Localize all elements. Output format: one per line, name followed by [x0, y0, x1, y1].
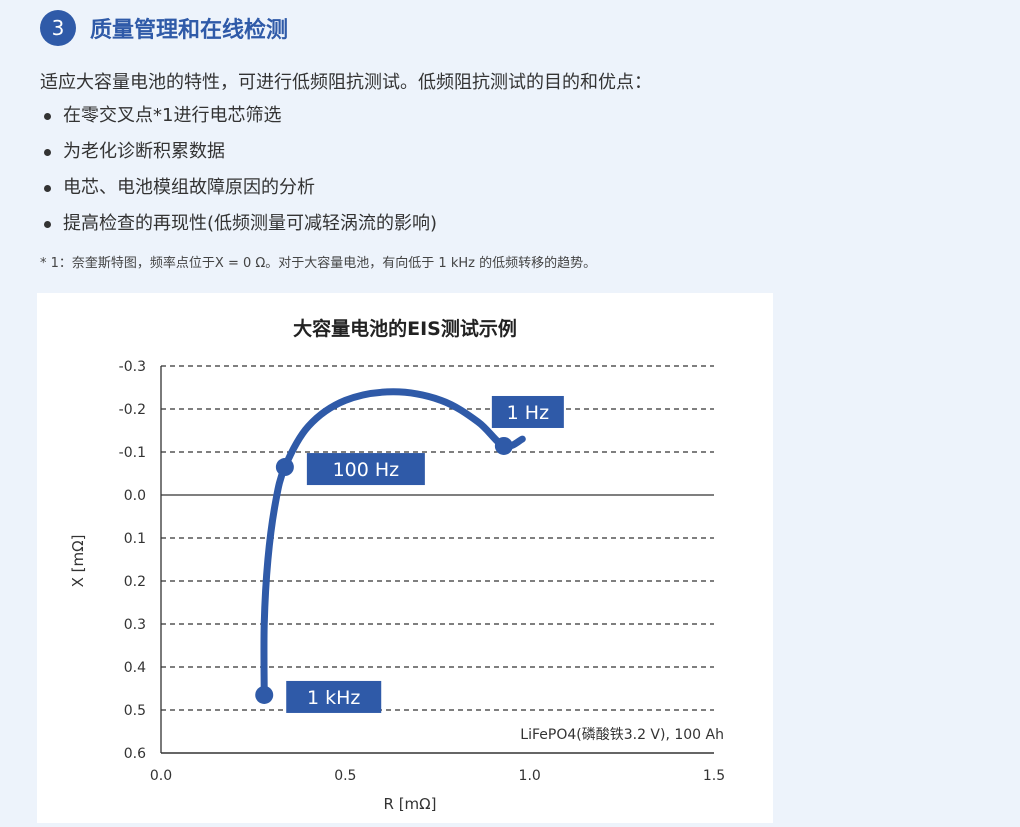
- list-item: 为老化诊断积累数据: [40, 134, 437, 170]
- list-item: 电芯、电池模组故障原因的分析: [40, 170, 437, 206]
- x-tick-label: 1.0: [519, 768, 541, 784]
- x-tick-label: 1.5: [703, 768, 725, 784]
- data-point-marker: [255, 685, 274, 704]
- bullet-icon: [44, 184, 51, 192]
- chart-note: LiFePO4(磷酸铁3.2 V), 100 Ah: [520, 727, 724, 743]
- list-item: 在零交叉点*1进行电芯筛选: [40, 98, 437, 134]
- annotation-label-box: [491, 395, 564, 428]
- section-title: 质量管理和在线检测: [90, 18, 289, 43]
- bullet-icon: [44, 220, 51, 228]
- y-tick-label: 0.3: [124, 617, 146, 633]
- impedance-curve: [260, 388, 526, 699]
- annotation-label: 1 kHz: [307, 687, 360, 709]
- x-tick-label: 0.0: [150, 768, 172, 784]
- y-tick-label: 0.1: [124, 531, 146, 547]
- x-tick-label: 0.5: [334, 768, 356, 784]
- annotation-label: 100 Hz: [333, 459, 400, 481]
- y-tick-label: 0.6: [124, 746, 146, 762]
- bullet-icon: [44, 112, 51, 120]
- nyquist-chart: 大容量电池的EIS测试示例 R [mΩ] X [mΩ] LiFePO4(磷酸铁3…: [69, 317, 725, 813]
- y-tick-label: 0.5: [124, 703, 146, 719]
- footnote: * 1：奈奎斯特图，频率点位于X = 0 Ω。对于大容量电池，有向低于 1 kH…: [40, 256, 597, 271]
- intro-text: 适应大容量电池的特性，可进行低频阻抗测试。低频阻抗测试的目的和优点：: [40, 72, 652, 93]
- section-number-badge: 3: [40, 10, 76, 46]
- y-tick-label: -0.2: [119, 402, 146, 418]
- data-point-marker: [494, 436, 513, 455]
- y-axis-label: X [mΩ]: [69, 535, 87, 588]
- annotation-label-box: [286, 680, 382, 713]
- list-item: 提高检查的再现性(低频测量可减轻涡流的影响): [40, 206, 437, 242]
- annotation-label-box: [306, 453, 425, 486]
- y-tick-label: 0.2: [124, 574, 146, 590]
- section-header: 3 质量管理和在线检测: [40, 10, 288, 46]
- chart-panel: 大容量电池的EIS测试示例 R [mΩ] X [mΩ] LiFePO4(磷酸铁3…: [37, 293, 773, 823]
- y-tick-label: -0.1: [119, 445, 146, 461]
- bullet-icon: [44, 148, 51, 156]
- data-point-marker: [275, 458, 294, 477]
- chart-title: 大容量电池的EIS测试示例: [293, 317, 517, 340]
- benefit-list: 在零交叉点*1进行电芯筛选 为老化诊断积累数据 电芯、电池模组故障原因的分析 提…: [40, 98, 437, 242]
- y-tick-label: 0.4: [124, 660, 146, 676]
- y-tick-label: 0.0: [124, 488, 146, 504]
- annotation-label: 1 Hz: [507, 402, 549, 424]
- y-tick-label: -0.3: [119, 359, 146, 375]
- x-axis-label: R [mΩ]: [384, 795, 437, 813]
